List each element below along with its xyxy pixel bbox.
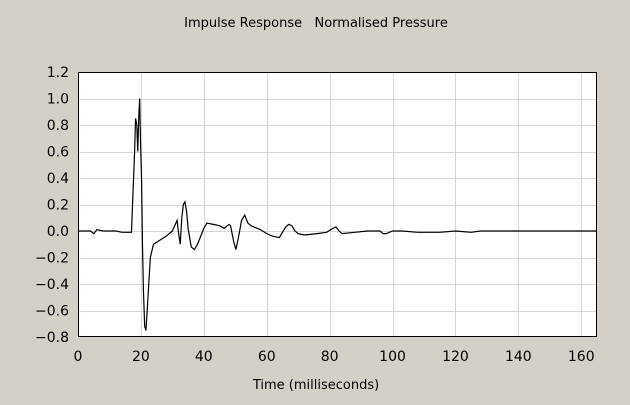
x-tick-label: 20 — [132, 349, 150, 365]
x-tick-label: 140 — [505, 349, 532, 365]
y-tick-label: 0.0 — [47, 224, 69, 240]
x-axis-label: Time (milliseconds) — [252, 378, 379, 393]
y-tick-label: −0.2 — [35, 251, 69, 267]
x-tick-label: 40 — [195, 349, 213, 365]
y-tick-label: 1.2 — [47, 65, 69, 81]
y-tick-label: −0.4 — [35, 277, 69, 293]
y-tick-label: 1.0 — [47, 92, 69, 108]
series-line — [78, 98, 597, 331]
y-tick-label: 0.6 — [47, 145, 69, 161]
x-tick-label: 120 — [442, 349, 469, 365]
plot-border — [78, 72, 597, 337]
x-tick-label: 160 — [568, 349, 595, 365]
plot-area — [78, 72, 597, 337]
y-tick-label: −0.8 — [35, 330, 69, 346]
x-tick-label: 60 — [258, 349, 276, 365]
x-axis-ticks: 0 20 40 60 80 100 120 140 160 — [74, 349, 595, 365]
x-tick-label: 100 — [379, 349, 406, 365]
y-tick-label: 0.8 — [47, 118, 69, 134]
y-axis-ticks: −0.8 −0.6 −0.4 −0.2 0.0 0.2 0.4 0.6 0.8 1.0 1.2 — [35, 65, 69, 346]
y-tick-label: −0.6 — [35, 304, 69, 320]
y-tick-label: 0.2 — [47, 198, 69, 214]
y-tick-label: 0.4 — [47, 171, 69, 187]
x-tick-label: 0 — [74, 349, 83, 365]
x-tick-label: 80 — [321, 349, 339, 365]
chart-title: Impulse Response Normalised Pressure — [184, 16, 448, 31]
grid-lines — [78, 72, 597, 337]
